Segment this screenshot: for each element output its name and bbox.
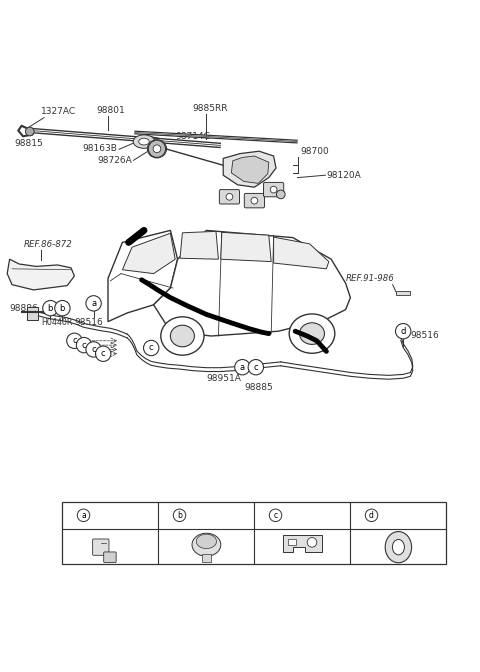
Text: 98726A: 98726A — [97, 156, 132, 165]
Polygon shape — [221, 233, 271, 261]
Text: d: d — [369, 511, 374, 520]
Text: 98886: 98886 — [10, 304, 38, 312]
Ellipse shape — [289, 314, 335, 353]
Text: 98120A: 98120A — [326, 171, 361, 179]
FancyBboxPatch shape — [93, 539, 109, 555]
FancyBboxPatch shape — [104, 552, 116, 562]
Text: 98815: 98815 — [14, 139, 43, 149]
Circle shape — [144, 340, 159, 355]
Ellipse shape — [153, 144, 161, 153]
Circle shape — [43, 300, 58, 316]
Text: b: b — [48, 304, 53, 312]
Text: 98714C: 98714C — [175, 132, 210, 141]
Circle shape — [226, 194, 233, 200]
Text: 98801: 98801 — [96, 106, 125, 115]
Circle shape — [25, 127, 34, 136]
Polygon shape — [7, 259, 74, 290]
Polygon shape — [122, 233, 175, 274]
Circle shape — [76, 337, 92, 353]
Text: c: c — [274, 511, 277, 520]
Ellipse shape — [170, 325, 194, 347]
Ellipse shape — [385, 532, 412, 562]
Text: 98940C: 98940C — [188, 511, 221, 520]
Circle shape — [269, 509, 282, 521]
Polygon shape — [108, 230, 178, 322]
Text: 98951A: 98951A — [206, 374, 241, 384]
Text: H0440R: H0440R — [41, 319, 72, 327]
Ellipse shape — [192, 534, 221, 556]
Ellipse shape — [393, 540, 404, 555]
Circle shape — [96, 346, 111, 362]
Polygon shape — [223, 151, 276, 187]
Text: c: c — [149, 343, 154, 353]
Bar — [62, 501, 446, 564]
Text: c: c — [91, 345, 96, 354]
Circle shape — [173, 509, 186, 521]
Circle shape — [251, 198, 258, 204]
Text: 98163B: 98163B — [83, 144, 118, 153]
Bar — [202, 554, 211, 562]
Text: b: b — [177, 511, 182, 520]
Text: 98970: 98970 — [284, 511, 312, 520]
Text: d: d — [400, 327, 406, 336]
Ellipse shape — [147, 140, 167, 158]
Ellipse shape — [300, 323, 324, 345]
Text: 98516: 98516 — [410, 331, 439, 341]
Text: 98700: 98700 — [300, 147, 329, 156]
Text: 98893B: 98893B — [380, 511, 413, 520]
Text: 1327AC: 1327AC — [41, 107, 76, 116]
FancyBboxPatch shape — [27, 307, 38, 320]
Circle shape — [307, 538, 317, 547]
Polygon shape — [231, 156, 269, 183]
Circle shape — [77, 509, 90, 521]
Circle shape — [86, 296, 101, 311]
Text: 98516: 98516 — [74, 319, 103, 327]
Text: 81199: 81199 — [92, 511, 120, 520]
Text: REF.91-986: REF.91-986 — [346, 274, 395, 283]
Bar — [396, 292, 410, 295]
Ellipse shape — [196, 534, 216, 548]
Circle shape — [55, 300, 70, 316]
Text: a: a — [240, 363, 245, 372]
Circle shape — [270, 186, 277, 193]
Polygon shape — [283, 535, 322, 552]
Ellipse shape — [133, 135, 155, 149]
Circle shape — [153, 145, 161, 153]
FancyBboxPatch shape — [244, 194, 264, 208]
Circle shape — [248, 360, 264, 375]
Text: c: c — [72, 336, 77, 345]
Text: 9885RR: 9885RR — [192, 103, 228, 113]
Circle shape — [276, 190, 285, 199]
Circle shape — [86, 342, 101, 357]
Circle shape — [365, 509, 378, 521]
Text: b: b — [60, 304, 65, 312]
Circle shape — [148, 140, 166, 157]
Bar — [288, 539, 296, 545]
FancyBboxPatch shape — [219, 190, 240, 204]
Polygon shape — [180, 231, 218, 259]
Text: 98885: 98885 — [245, 383, 274, 392]
Text: c: c — [101, 349, 106, 358]
Text: c: c — [253, 363, 258, 372]
Circle shape — [67, 333, 82, 349]
FancyBboxPatch shape — [264, 182, 284, 197]
Polygon shape — [274, 237, 329, 269]
Ellipse shape — [161, 317, 204, 355]
Circle shape — [235, 360, 250, 375]
Polygon shape — [154, 230, 350, 336]
Text: a: a — [91, 299, 96, 308]
Text: a: a — [81, 511, 86, 520]
Text: REF.86-872: REF.86-872 — [24, 240, 73, 249]
Text: c: c — [82, 341, 86, 349]
Circle shape — [396, 323, 411, 339]
Ellipse shape — [139, 138, 149, 145]
